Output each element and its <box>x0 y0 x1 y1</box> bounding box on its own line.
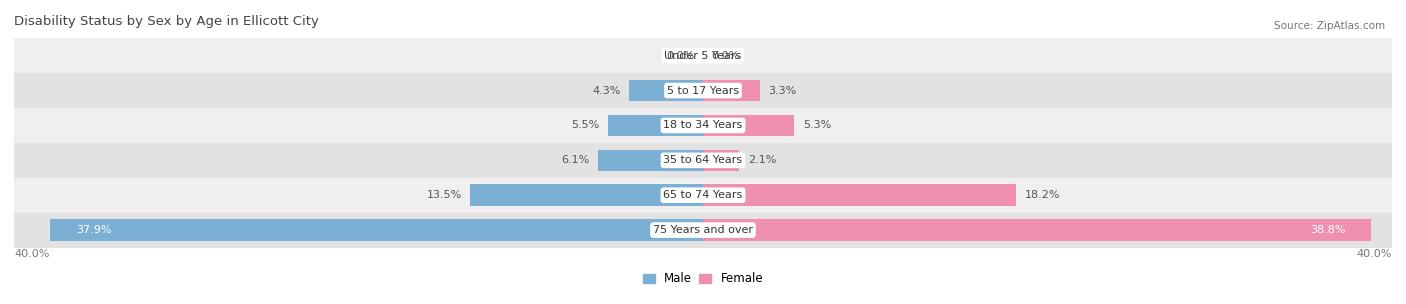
Text: 65 to 74 Years: 65 to 74 Years <box>664 190 742 200</box>
Text: 75 Years and over: 75 Years and over <box>652 225 754 235</box>
Bar <box>471 185 703 206</box>
Bar <box>703 150 740 171</box>
Bar <box>14 108 1392 143</box>
Text: 3.3%: 3.3% <box>769 85 797 95</box>
Text: 40.0%: 40.0% <box>14 249 49 259</box>
Text: 0.0%: 0.0% <box>711 51 740 61</box>
Bar <box>703 185 1017 206</box>
Text: 18.2%: 18.2% <box>1025 190 1060 200</box>
Bar <box>628 80 703 101</box>
Text: Disability Status by Sex by Age in Ellicott City: Disability Status by Sex by Age in Ellic… <box>14 16 319 28</box>
Bar <box>14 73 1392 108</box>
Legend: Male, Female: Male, Female <box>638 268 768 290</box>
Text: 5.3%: 5.3% <box>803 120 831 130</box>
Text: Source: ZipAtlas.com: Source: ZipAtlas.com <box>1274 21 1385 31</box>
Bar <box>598 150 703 171</box>
Text: 13.5%: 13.5% <box>426 190 461 200</box>
Bar <box>14 213 1392 247</box>
Bar <box>703 115 794 136</box>
Text: 38.8%: 38.8% <box>1310 225 1346 235</box>
Text: 40.0%: 40.0% <box>1357 249 1392 259</box>
Text: 0.0%: 0.0% <box>666 51 695 61</box>
Bar <box>703 80 759 101</box>
Bar <box>609 115 703 136</box>
Text: 5.5%: 5.5% <box>571 120 599 130</box>
Text: 4.3%: 4.3% <box>592 85 620 95</box>
Text: 18 to 34 Years: 18 to 34 Years <box>664 120 742 130</box>
Text: 2.1%: 2.1% <box>748 155 776 165</box>
Bar <box>703 219 1371 241</box>
Bar <box>14 38 1392 73</box>
Text: 6.1%: 6.1% <box>561 155 589 165</box>
Bar <box>14 178 1392 213</box>
Bar <box>51 219 703 241</box>
Text: 35 to 64 Years: 35 to 64 Years <box>664 155 742 165</box>
Text: 5 to 17 Years: 5 to 17 Years <box>666 85 740 95</box>
Text: 37.9%: 37.9% <box>76 225 111 235</box>
Bar <box>14 143 1392 178</box>
Text: Under 5 Years: Under 5 Years <box>665 51 741 61</box>
